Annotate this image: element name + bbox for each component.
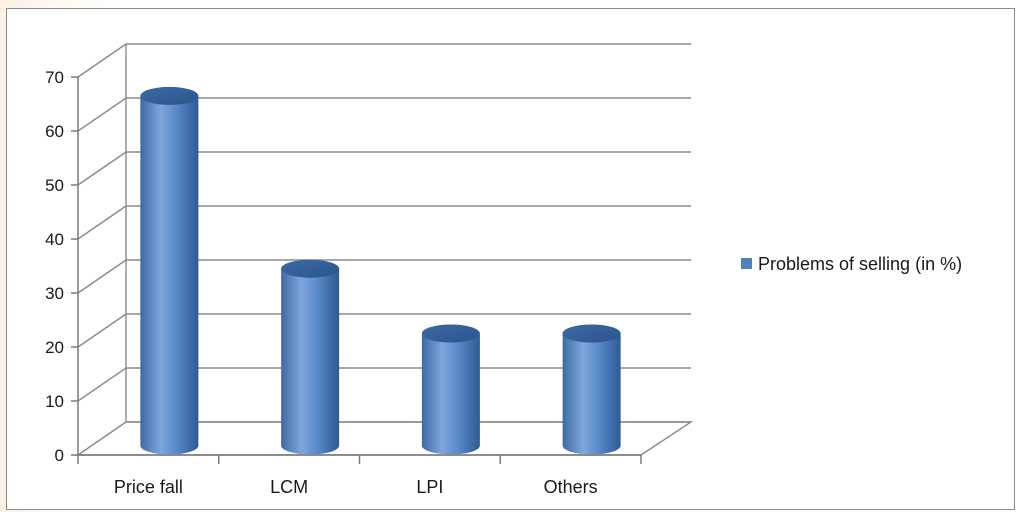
legend: Problems of selling (in %): [741, 254, 962, 274]
bar-body: [140, 95, 199, 455]
bar-body: [281, 268, 340, 455]
y-tick-label: 20: [45, 338, 64, 357]
y-tick-label: 50: [45, 176, 64, 195]
y-tick-label: 0: [55, 446, 64, 465]
legend-swatch: [741, 258, 752, 269]
bar-top: [281, 259, 340, 278]
bar: [140, 86, 199, 455]
bar: [421, 324, 480, 455]
y-tick-label: 40: [45, 230, 64, 249]
bar-top: [562, 324, 621, 343]
axis-labels: 0 10 20 30 40 50 60 70 Price fall LCM LPI Others: [45, 68, 598, 497]
x-tick-label: Others: [544, 477, 598, 497]
x-tick-label: Price fall: [114, 477, 183, 497]
y-tick-label: 10: [45, 392, 64, 411]
bar: [281, 259, 340, 455]
bar-body: [421, 333, 480, 455]
axes: [71, 76, 642, 464]
gridline-side: [77, 367, 127, 402]
bar: [562, 324, 621, 455]
gridline-side: [77, 205, 127, 240]
legend-label: Problems of selling (in %): [758, 254, 962, 274]
y-tick-label: 30: [45, 284, 64, 303]
y-tick-label: 70: [45, 68, 64, 87]
gridline-side: [77, 259, 127, 294]
bar-top: [421, 324, 480, 343]
bars: [140, 86, 621, 455]
bar-top: [140, 86, 199, 105]
y-tick-label: 60: [45, 122, 64, 141]
bar-body: [562, 333, 621, 455]
gridline-side: [77, 313, 127, 348]
gridline-side: [77, 43, 127, 78]
gridline-side: [77, 151, 127, 186]
x-tick-label: LPI: [416, 477, 443, 497]
x-tick-label: LCM: [270, 477, 308, 497]
gridline-side: [77, 97, 127, 132]
